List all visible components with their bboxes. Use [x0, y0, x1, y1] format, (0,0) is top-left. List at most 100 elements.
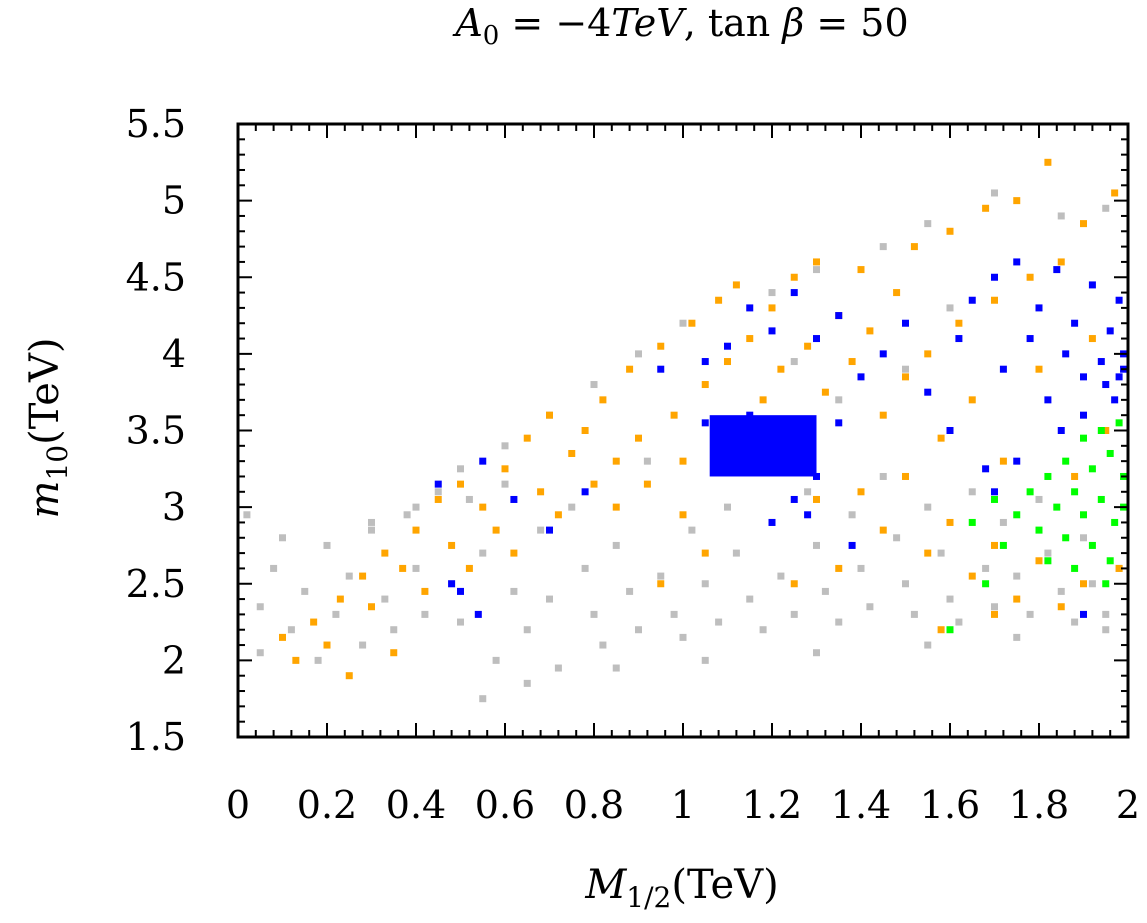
gray-point [581, 564, 589, 572]
y-tick-label: 4.5 [126, 255, 186, 299]
orange-point [336, 595, 344, 603]
gray-point [813, 649, 820, 657]
orange-point [381, 549, 389, 557]
orange-point [546, 411, 553, 419]
points-layer [243, 158, 1128, 703]
gray-point [715, 618, 723, 626]
blue-point [902, 319, 909, 327]
x-tick-label: 1.2 [742, 783, 802, 827]
gray-point [688, 526, 696, 534]
y-label-unit: (TeV) [22, 338, 68, 445]
gray-point [955, 618, 963, 626]
gray-point [1102, 610, 1110, 618]
blue-point [991, 488, 998, 496]
green-point [982, 580, 990, 588]
orange-point [479, 503, 487, 511]
gray-point [835, 396, 843, 404]
blue-point [982, 465, 990, 473]
orange-point [902, 373, 909, 381]
orange-point [1071, 472, 1079, 480]
orange-point [991, 296, 998, 304]
orange-point [554, 511, 562, 519]
gray-point [924, 641, 932, 649]
gray-point [866, 603, 874, 611]
green-point [1013, 511, 1021, 519]
gray-point [412, 564, 420, 572]
gray-point [924, 220, 932, 228]
gray-point [902, 580, 909, 588]
gray-point [759, 626, 767, 634]
green-point [1062, 457, 1070, 465]
y-tick-label: 3 [162, 485, 186, 529]
orange-point [412, 526, 420, 534]
gray-point [523, 679, 531, 687]
x-label-unit: (TeV) [671, 862, 778, 908]
orange-point [848, 358, 856, 366]
blue-point [946, 427, 954, 434]
orange-point [1013, 595, 1021, 603]
green-point [1035, 526, 1043, 534]
orange-point [1057, 603, 1065, 611]
title-separator: , tan [684, 1, 783, 45]
gray-point [968, 488, 976, 496]
green-point [1080, 511, 1087, 519]
blue-point [1080, 610, 1087, 618]
green-point [1071, 564, 1079, 572]
x-axis-label: M1/2(TeV) [584, 862, 778, 914]
blue-point [790, 495, 798, 503]
orange-point [457, 480, 464, 488]
blue-point [1071, 319, 1079, 327]
gray-point [368, 526, 375, 534]
orange-point [537, 488, 545, 496]
orange-point [279, 633, 286, 641]
orange-point [1057, 258, 1065, 266]
gray-point [835, 618, 843, 626]
orange-point [643, 480, 651, 488]
gray-point [590, 610, 598, 618]
green-point [946, 626, 954, 634]
x-tick-label: 0.2 [297, 783, 357, 827]
gray-point [768, 289, 776, 297]
orange-point [715, 296, 723, 304]
gray-point [724, 503, 731, 511]
gray-point [946, 595, 954, 603]
gray-point [501, 442, 509, 450]
gray-point [501, 480, 509, 488]
x-tick-label: 1.8 [1009, 783, 1069, 827]
orange-point [999, 457, 1007, 465]
blue-point [1115, 373, 1123, 381]
gray-point [287, 626, 295, 634]
orange-point [1102, 427, 1110, 434]
green-point [1115, 419, 1123, 427]
gray-point [510, 587, 518, 595]
orange-point [790, 580, 798, 588]
orange-point [523, 434, 531, 442]
blue-point [857, 373, 865, 381]
x-label-subscript: 1/2 [626, 881, 671, 914]
orange-point [746, 335, 754, 343]
orange-point [421, 587, 429, 595]
orange-point [612, 503, 620, 511]
gray-point [434, 488, 442, 496]
gray-point [790, 610, 798, 618]
orange-point [345, 672, 353, 680]
orange-point [292, 656, 300, 664]
gray-point [554, 664, 562, 672]
y-tick-label: 5.5 [126, 102, 186, 146]
orange-point [368, 603, 375, 611]
orange-point [1013, 197, 1021, 205]
green-point [1044, 557, 1052, 565]
y-tick-label: 3.5 [126, 409, 186, 453]
blue-point [955, 335, 963, 343]
gray-point [1013, 572, 1021, 580]
green-point [1053, 503, 1061, 511]
x-tick-label: 0.6 [475, 783, 535, 827]
gray-point [1102, 626, 1110, 634]
orange-point [688, 319, 696, 327]
orange-point [902, 472, 909, 480]
orange-point [612, 457, 620, 465]
blue-point [768, 327, 776, 335]
orange-point [323, 641, 331, 649]
green-point [1044, 472, 1052, 480]
blue-point [546, 526, 553, 534]
